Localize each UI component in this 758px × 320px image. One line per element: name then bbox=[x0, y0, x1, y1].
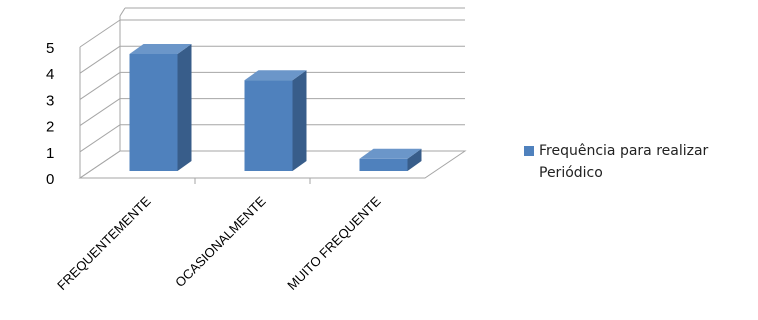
bar-top bbox=[359, 148, 422, 159]
x-tick-label: FREQUENTEMENTE bbox=[54, 193, 154, 293]
bar-front bbox=[244, 80, 293, 171]
bar bbox=[359, 148, 422, 171]
bar-side bbox=[407, 148, 422, 171]
y-tick-label: 0 bbox=[46, 171, 54, 188]
bar bbox=[244, 70, 307, 171]
gridline-side bbox=[79, 124, 121, 153]
y-axis-ticks: 0 1 2 3 4 5 bbox=[46, 40, 54, 188]
bar-front bbox=[129, 54, 178, 171]
bar bbox=[129, 44, 192, 171]
bar-top bbox=[129, 44, 192, 54]
y-tick-label: 2 bbox=[46, 119, 54, 136]
bar-side bbox=[177, 44, 192, 171]
gridline-side bbox=[79, 98, 121, 127]
bar-front bbox=[359, 158, 408, 171]
bar-side bbox=[292, 70, 307, 171]
y-tick-label: 1 bbox=[46, 145, 54, 162]
legend: Frequência para realizar Periódico bbox=[524, 140, 758, 184]
gridline-side bbox=[79, 45, 121, 74]
gridline-side bbox=[79, 19, 121, 48]
x-axis-labels: FREQUENTEMENTE OCASIONALMENTE MUITO FREQUE… bbox=[54, 193, 384, 293]
x-tick-label: OCASIONALMENTE bbox=[172, 193, 269, 290]
bar-top bbox=[244, 70, 307, 81]
legend-swatch bbox=[524, 146, 534, 156]
y-tick-label: 5 bbox=[46, 40, 54, 57]
x-tick-label: MUITO FREQUENTE bbox=[284, 193, 384, 293]
gridline-side bbox=[79, 71, 121, 100]
y-tick-label: 3 bbox=[46, 92, 54, 109]
y-tick-label: 4 bbox=[46, 66, 54, 83]
bars bbox=[129, 44, 422, 171]
legend-label: Frequência para realizar Periódico bbox=[539, 143, 709, 181]
back-wall-top-edge bbox=[119, 7, 126, 17]
